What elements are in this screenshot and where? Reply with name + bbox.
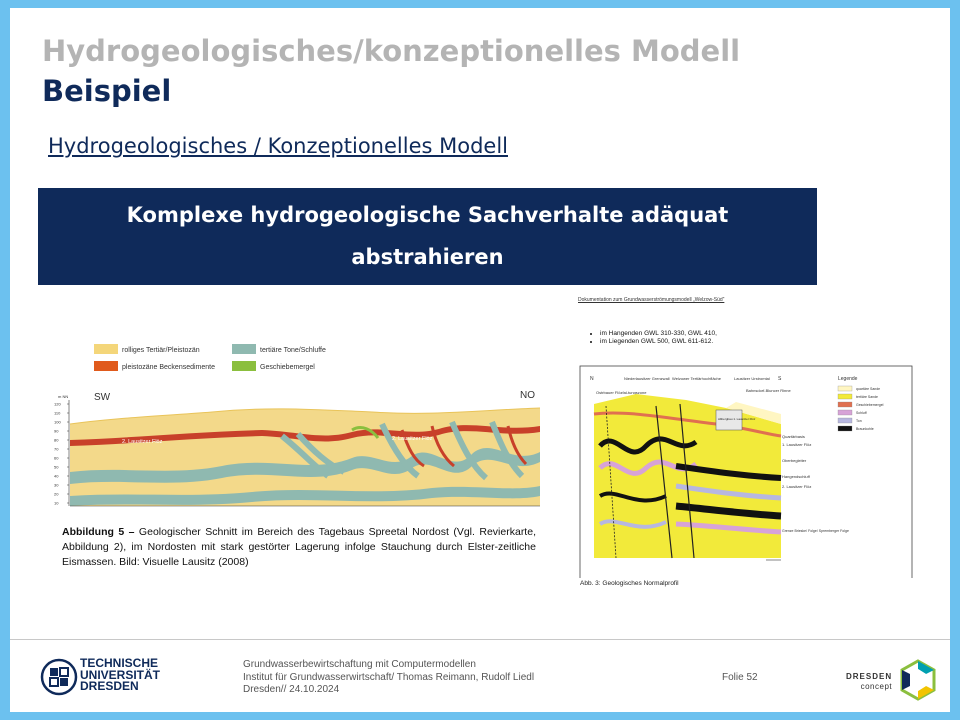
legend-swatch-tertiaer	[94, 344, 118, 354]
legend-label: Braunkohle	[856, 427, 874, 431]
slide: Hydrogeologisches/konzeptionelles Modell…	[10, 8, 950, 712]
y-tick-label: 20	[54, 492, 59, 497]
legend-swatch-becken	[94, 361, 118, 371]
y-tick-label: 100	[54, 420, 61, 425]
legend-label: quartäre Sande	[856, 387, 880, 391]
legend-label-mergel: Geschiebemergel	[260, 364, 315, 371]
figure2-bullets: im Hangenden GWL 310-330, GWL 410, im Li…	[590, 330, 717, 346]
slide-subtitle: Beispiel	[42, 74, 172, 108]
right-label-3: 1. Lausitzer Flöz	[782, 442, 811, 447]
legend-title: Legende	[838, 376, 858, 382]
y-tick-label: 80	[54, 438, 59, 443]
y-tick-label: 70	[54, 447, 59, 452]
right-label-1: Bahnsdorf-Bluncer Rinne	[746, 388, 791, 393]
footer-divider	[10, 639, 950, 640]
dresden-concept-wordmark: DRESDEN concept	[846, 672, 892, 692]
org-line-1: TECHNISCHE	[80, 656, 159, 670]
tu-dresden-wordmark: TECHNISCHE UNIVERSITÄT DRESDEN	[80, 656, 161, 693]
figure1-caption-text: Geologischer Schnitt im Bereich des Tage…	[62, 526, 536, 568]
compass-n: N	[590, 376, 594, 382]
left-label-1: Ostrbauer Flözfal-tungszone	[596, 390, 647, 395]
footer-info-date: Dresden// 24.10.2024	[243, 684, 340, 695]
dresden-concept-logo-icon	[900, 659, 936, 701]
legend-label-tertiaer: rolliges Tertiär/Pleistozän	[122, 347, 200, 354]
right-label-6: 2. Lausitzer Flöz	[782, 484, 811, 489]
cross-section-body	[69, 400, 541, 507]
top-label-3: Lausitzer Urstromtal	[734, 376, 770, 381]
partner-line-2: concept	[860, 682, 893, 691]
seam-label-2: 2. Lausitzer Flöz	[392, 436, 433, 442]
legend-swatch	[837, 425, 853, 432]
right-label-2: Quartärbasis	[782, 434, 805, 439]
top-label-2: Welzower Tertiärhochfläche	[672, 376, 722, 381]
compass-s: S	[778, 376, 782, 382]
legend-swatch	[837, 393, 853, 400]
geological-cross-section-figure: rolliges Tertiär/Pleistozän pleistozäne …	[54, 344, 541, 507]
legend-label: Geschiebemergel	[856, 403, 884, 407]
figure1-caption-label: Abbildung 5 –	[62, 526, 135, 538]
banner-line-1: Komplexe hydrogeologische Sachverhalte a…	[126, 203, 729, 227]
right-label-5: Hangendschluff	[782, 474, 811, 479]
seam-label-1: 2. Lausitzer Flöz	[122, 439, 163, 445]
y-tick-label: 50	[54, 465, 59, 470]
figure2-legend: Legende quartäre Sande tertiäre Sande Gesc…	[837, 376, 884, 432]
y-tick-label: 60	[54, 456, 59, 461]
y-tick-label: 10	[54, 501, 59, 506]
legend-swatch-tone	[232, 344, 256, 354]
banner-line-2: abstrahieren	[351, 245, 504, 269]
section-link[interactable]: Hydrogeologisches / Konzeptionelles Mode…	[48, 134, 508, 158]
y-tick-label: 120	[54, 402, 61, 407]
footer-info: Grundwasserbewirtschaftung mit Computerm…	[243, 659, 534, 697]
legend-label-becken: pleistozäne Beckensedimente	[122, 364, 215, 371]
legend-label: Schluff	[856, 411, 867, 415]
y-tick-label: 110	[54, 411, 61, 416]
right-label-4: Oberbegleiter	[782, 458, 807, 463]
box-label: Altbergbau 1. Lausitzer Flöz	[718, 417, 756, 421]
y-tick-label: 30	[54, 483, 59, 488]
legend-swatch	[837, 401, 853, 408]
figure1-caption: Abbildung 5 – Geologischer Schnitt im Be…	[62, 525, 536, 570]
page-number: Folie 52	[722, 672, 758, 683]
legend-label: Ton	[856, 419, 862, 423]
footer-info-course: Grundwasserbewirtschaftung mit Computerm…	[243, 659, 476, 670]
y-tick-label: 90	[54, 429, 59, 434]
highlight-banner: Komplexe hydrogeologische Sachverhalte a…	[38, 188, 817, 285]
figure2-bullet-2: im Liegenden GWL 500, GWL 611-612.	[600, 338, 717, 346]
direction-sw: SW	[94, 392, 111, 403]
slide-title: Hydrogeologisches/konzeptionelles Modell	[42, 34, 741, 68]
figure2-caption: Abb. 3: Geologisches Normalprofil	[580, 580, 679, 587]
profile-body: Altbergbau 1. Lausitzer Flöz	[593, 394, 782, 559]
figure1-y-axis: m NN 120 110 100 90 80 70 60 50 40 30 20 10	[54, 394, 70, 506]
footer-info-institute: Institut für Grundwasserwirtschaft/ Thom…	[243, 671, 535, 683]
unit-label: m NN	[58, 394, 68, 399]
figure2-bullet-1: im Hangenden GWL 310-330, GWL 410,	[600, 330, 717, 338]
y-tick-label: 40	[54, 474, 59, 479]
legend-swatch	[837, 409, 853, 416]
partner-line-1: DRESDEN	[846, 672, 893, 681]
direction-no: NO	[520, 390, 535, 401]
normal-profile-figure: N S Niederlausitzer Grenzwall Welzower T…	[579, 365, 913, 578]
org-line-2: UNIVERSITÄT	[80, 667, 161, 682]
figure2-doc-header: Dokumentation zum Grundwasserströmungsmo…	[578, 297, 725, 303]
legend-label-tone: tertiäre Tone/Schluffe	[260, 347, 326, 354]
top-label-1: Niederlausitzer Grenzwall	[624, 376, 670, 381]
legend-swatch-mergel	[232, 361, 256, 371]
legend-swatch	[837, 417, 853, 424]
figure1-legend: rolliges Tertiär/Pleistozän pleistozäne …	[94, 344, 326, 371]
tu-dresden-logo-icon	[40, 658, 78, 696]
org-line-3: DRESDEN	[80, 679, 139, 693]
legend-swatch	[837, 385, 853, 392]
right-label-7: Grenze Brieske/ Folge/ Spremberger Folge	[782, 529, 849, 533]
legend-label: tertiäre Sande	[856, 395, 878, 399]
